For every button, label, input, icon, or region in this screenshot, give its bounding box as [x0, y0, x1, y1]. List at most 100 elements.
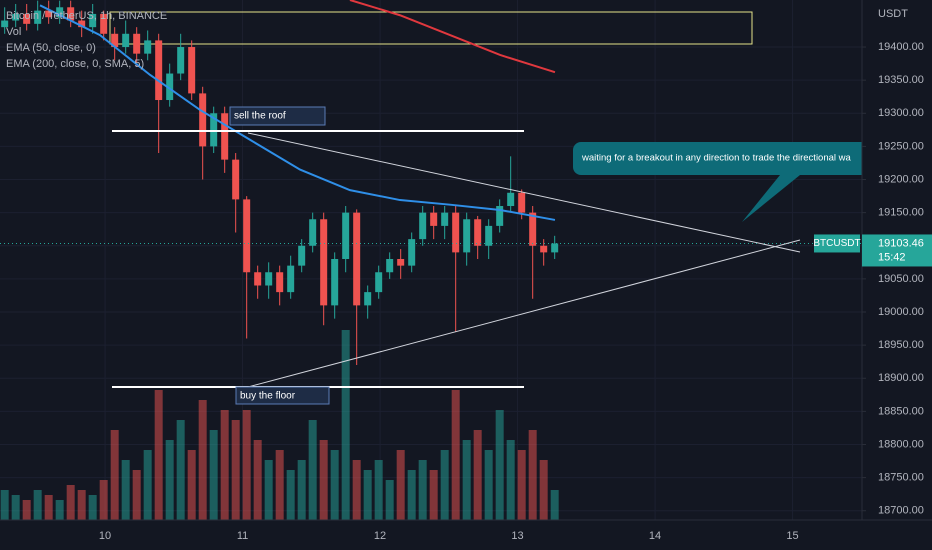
- candle-body: [89, 13, 97, 28]
- legend-entry: EMA (200, close, 0, SMA, 5): [6, 58, 144, 70]
- candle-body: [133, 33, 141, 54]
- y-tick-label: 18700.00: [878, 505, 924, 517]
- volume-bar: [231, 420, 240, 520]
- annotation: sell the roof: [234, 111, 286, 122]
- last-price: 19103.46: [878, 237, 924, 249]
- candle-body: [474, 219, 482, 246]
- countdown: 15:42: [878, 251, 906, 263]
- annotation: waiting for a breakout in any direction …: [581, 153, 852, 164]
- x-tick-label: 15: [786, 530, 798, 542]
- candle-body: [111, 33, 119, 48]
- volume-bar: [198, 400, 207, 520]
- volume-bar: [209, 430, 218, 520]
- candle-body: [56, 7, 64, 18]
- candle-body: [122, 33, 130, 48]
- candle-body: [463, 219, 471, 253]
- volume-bar: [440, 450, 449, 520]
- volume-bar: [33, 490, 42, 520]
- candle-body: [243, 199, 251, 273]
- candle-body: [1, 20, 9, 28]
- candle-body: [430, 212, 438, 226]
- candle-body: [419, 212, 427, 240]
- label-box: [235, 386, 330, 405]
- candle-body: [78, 20, 86, 28]
- candle-body: [166, 73, 174, 101]
- volume-bar: [363, 470, 372, 520]
- volume-bar: [528, 430, 537, 520]
- y-tick-label: 18750.00: [878, 472, 924, 484]
- y-tick-label: 18950.00: [878, 339, 924, 351]
- candle-body: [287, 265, 295, 293]
- annotation: buy the floor: [240, 391, 296, 402]
- indicators: [0, 0, 862, 244]
- label-box: [229, 106, 326, 126]
- volume-bar: [462, 440, 471, 520]
- callout-box: [573, 142, 883, 175]
- x-tick-label: 11: [237, 530, 248, 542]
- candle-body: [23, 13, 31, 24]
- price-axis: [862, 0, 932, 550]
- volume-bar: [132, 470, 141, 520]
- volume-bar: [110, 430, 119, 520]
- volume-bar: [330, 450, 339, 520]
- volume-bar: [396, 450, 405, 520]
- volume-bar: [176, 420, 185, 520]
- candle-body: [298, 245, 306, 266]
- y-tick-label: 19150.00: [878, 207, 924, 219]
- candle-body: [496, 206, 504, 226]
- x-tick-label: 13: [511, 530, 523, 542]
- volume-bar: [242, 410, 251, 520]
- candle-body: [441, 212, 449, 226]
- y-tick-label: 19200.00: [878, 173, 924, 185]
- y-tick-label: 19300.00: [878, 107, 924, 119]
- candle-body: [309, 219, 317, 246]
- volume-bar: [11, 495, 20, 520]
- axes: 18700.00 18750.00 18800.00 18850.00 18900.00…: [99, 41, 924, 542]
- volume-bar: [121, 460, 130, 520]
- volume-bar: [253, 440, 262, 520]
- volume-bar: [374, 460, 383, 520]
- volume-bar: [506, 440, 515, 520]
- y-tick-label: 19250.00: [878, 140, 924, 152]
- candle-body: [518, 192, 526, 213]
- candle-body: [375, 272, 383, 293]
- volume-bar: [550, 490, 559, 520]
- candle-body: [265, 272, 273, 286]
- volume-bar: [0, 490, 9, 520]
- volume-bar: [77, 490, 86, 520]
- price-tag: [862, 234, 932, 267]
- volume-bar: [308, 420, 317, 520]
- volume-bar: [44, 495, 53, 520]
- volume-bar: [495, 410, 504, 520]
- ema-line: [349, 0, 556, 74]
- volume-bar: [517, 450, 526, 520]
- candle-body: [452, 212, 460, 253]
- highlight-box: [109, 11, 753, 45]
- candle-body: [364, 292, 372, 306]
- y-tick-label: 18850.00: [878, 405, 924, 417]
- volume-pane: [0, 330, 559, 520]
- volume-bar: [286, 470, 295, 520]
- volume-bar: [473, 430, 482, 520]
- legend-entry: EMA (50, close, 0): [6, 42, 96, 54]
- candle-body: [507, 192, 515, 207]
- ema-line: [39, 4, 556, 221]
- y-tick-label: 19050.00: [878, 273, 924, 285]
- candles: [1, 0, 559, 365]
- candle-body: [12, 13, 20, 21]
- volume-bar: [264, 460, 273, 520]
- candle-body: [485, 225, 493, 246]
- candle-body: [144, 40, 152, 54]
- volume-bar: [154, 390, 163, 520]
- candle-body: [353, 212, 361, 306]
- candle-body: [540, 245, 548, 253]
- volume-bar: [143, 450, 152, 520]
- volume-bar: [385, 480, 394, 520]
- x-tick-label: 12: [374, 530, 386, 542]
- candle-body: [408, 239, 416, 266]
- volume-bar: [297, 460, 306, 520]
- candle-body: [67, 7, 75, 21]
- y-tick-label: 19350.00: [878, 74, 924, 86]
- volume-bar: [484, 450, 493, 520]
- candle-body: [221, 113, 229, 160]
